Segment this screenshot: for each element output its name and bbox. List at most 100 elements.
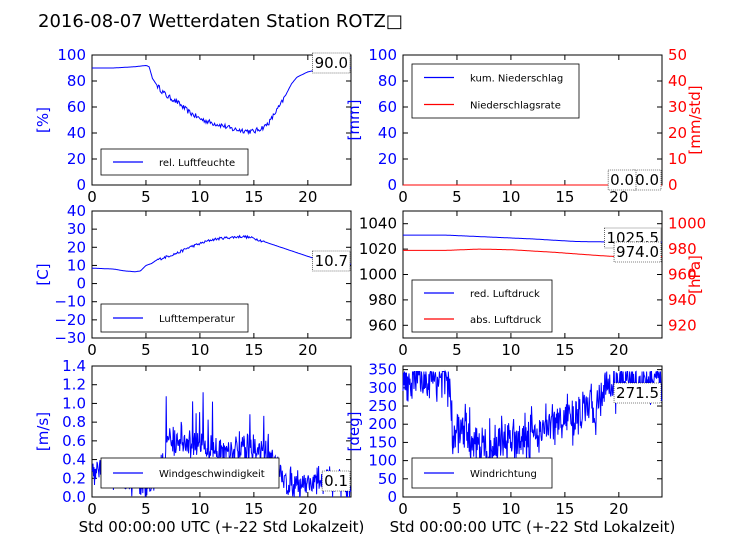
x-axis-label: Std 00:00:00 UTC (+-22 Std Lokalzeit) xyxy=(79,518,365,536)
y-tick-label: 60 xyxy=(67,98,86,116)
legend-label: Niederschlagsrate xyxy=(470,101,561,112)
y2-tick-label: 1000 xyxy=(668,215,706,233)
x-tick-label: 15 xyxy=(244,188,263,206)
y-tick-label: 0.8 xyxy=(62,413,86,431)
y-tick-label: 100 xyxy=(57,46,86,64)
value-annotation-box xyxy=(607,169,637,191)
x-tick-label: 0 xyxy=(87,500,97,518)
y2-tick-label: 960 xyxy=(668,266,697,284)
legend-label: abs. Luftdruck xyxy=(470,315,541,326)
y-axis-label: [mm] xyxy=(345,100,363,141)
legend-label: red. Luftdruck xyxy=(470,289,540,300)
y-tick-label: 40 xyxy=(67,202,86,220)
value-annotation: 0.1 xyxy=(324,472,348,490)
x-tick-label: 10 xyxy=(190,341,209,359)
x-tick-label: 5 xyxy=(141,188,151,206)
x-tick-label: 5 xyxy=(141,341,151,359)
y-axis-label: [m/s] xyxy=(34,412,52,451)
x-tick-label: 5 xyxy=(452,188,462,206)
x-tick-label: 20 xyxy=(609,341,628,359)
y2-axis-label: [mm/std] xyxy=(686,85,704,154)
x-tick-label: 20 xyxy=(609,188,628,206)
x-tick-label: 10 xyxy=(190,188,209,206)
y-tick-label: 80 xyxy=(378,72,397,90)
y-tick-label: 1.4 xyxy=(62,357,86,375)
value-annotation: 271.5 xyxy=(616,384,659,402)
x-tick-label: 0 xyxy=(398,341,408,359)
y-tick-label: −30 xyxy=(54,329,86,347)
plot-frame-0 xyxy=(91,54,352,186)
y-tick-label: 960 xyxy=(368,316,397,334)
y2-tick-label: 30 xyxy=(668,98,687,116)
y-tick-label: 1040 xyxy=(359,215,397,233)
x-tick-label: 10 xyxy=(501,500,520,518)
value-annotation: 90.0 xyxy=(315,54,348,72)
y2-tick-label: 10 xyxy=(668,150,687,168)
y2-tick-label: 920 xyxy=(668,316,697,334)
y-tick-label: 1.2 xyxy=(62,376,86,394)
y-tick-label: 60 xyxy=(378,98,397,116)
x-tick-label: 20 xyxy=(298,500,317,518)
x-tick-label: 20 xyxy=(298,341,317,359)
legend-label: rel. Luftfeuchte xyxy=(159,158,235,169)
plot-frame-5 xyxy=(402,365,663,498)
x-tick-label: 20 xyxy=(298,188,317,206)
x-tick-label: 0 xyxy=(87,341,97,359)
value-annotation-box xyxy=(312,52,351,74)
value-annotation-box xyxy=(312,250,351,272)
y-tick-label: 30 xyxy=(67,220,86,238)
y-tick-label: 0 xyxy=(76,275,86,293)
value-annotation-box xyxy=(613,241,662,263)
x-tick-label: 0 xyxy=(398,188,408,206)
y-tick-label: 100 xyxy=(368,46,397,64)
y-tick-label: 0.0 xyxy=(62,488,86,506)
y-tick-label: 20 xyxy=(67,238,86,256)
series-line-rel-luftfeuchte xyxy=(92,64,351,136)
legend-label: Windgeschwindigkeit xyxy=(159,469,265,480)
y-tick-label: 250 xyxy=(368,397,397,415)
x-tick-label: 10 xyxy=(190,500,209,518)
x-tick-label: 15 xyxy=(555,188,574,206)
series-line-lufttemperatur xyxy=(91,234,352,273)
x-tick-label: 5 xyxy=(141,500,151,518)
y-tick-label: 350 xyxy=(368,361,397,379)
y2-tick-label: 0 xyxy=(668,176,678,194)
legend-box xyxy=(411,279,553,333)
x-axis-label: Std 00:00:00 UTC (+-22 Std Lokalzeit) xyxy=(390,518,676,536)
value-annotation: 974.0 xyxy=(616,243,659,261)
value-annotation: 0.0 xyxy=(610,171,634,189)
page-title: 2016-08-07 Wetterdaten Station ROTZ□ xyxy=(38,11,403,32)
x-tick-label: 15 xyxy=(244,341,263,359)
y-tick-label: 10 xyxy=(67,256,86,274)
plot-frame-4 xyxy=(91,365,352,498)
y2-axis-label: [hPa] xyxy=(686,255,704,294)
legend-label: Windrichtung xyxy=(470,469,537,480)
y-tick-label: 0.2 xyxy=(62,469,86,487)
x-tick-label: 20 xyxy=(609,500,628,518)
y-tick-label: 0.6 xyxy=(62,432,86,450)
y-tick-label: 300 xyxy=(368,379,397,397)
x-tick-label: 15 xyxy=(555,341,574,359)
y-tick-label: −10 xyxy=(54,293,86,311)
x-tick-label: 5 xyxy=(452,500,462,518)
legend-box xyxy=(411,63,580,119)
y-tick-label: 1020 xyxy=(359,240,397,258)
value-annotation: 0.0 xyxy=(635,171,659,189)
y-tick-label: 50 xyxy=(378,470,397,488)
x-tick-label: 10 xyxy=(501,341,520,359)
legend-label: kum. Niederschlag xyxy=(470,74,563,85)
y-tick-label: 1000 xyxy=(359,266,397,284)
plot-frame-2 xyxy=(91,210,352,339)
x-tick-label: 15 xyxy=(555,500,574,518)
x-tick-label: 15 xyxy=(244,500,263,518)
y-tick-label: 80 xyxy=(67,72,86,90)
y-tick-label: 40 xyxy=(67,124,86,142)
y-tick-label: 20 xyxy=(67,150,86,168)
y2-tick-label: 40 xyxy=(668,72,687,90)
y-tick-label: 0 xyxy=(387,176,397,194)
y-tick-label: 20 xyxy=(378,150,397,168)
x-tick-label: 0 xyxy=(87,188,97,206)
y2-tick-label: 20 xyxy=(668,124,687,142)
value-annotation: 10.7 xyxy=(315,252,348,270)
y-tick-label: 0 xyxy=(76,176,86,194)
